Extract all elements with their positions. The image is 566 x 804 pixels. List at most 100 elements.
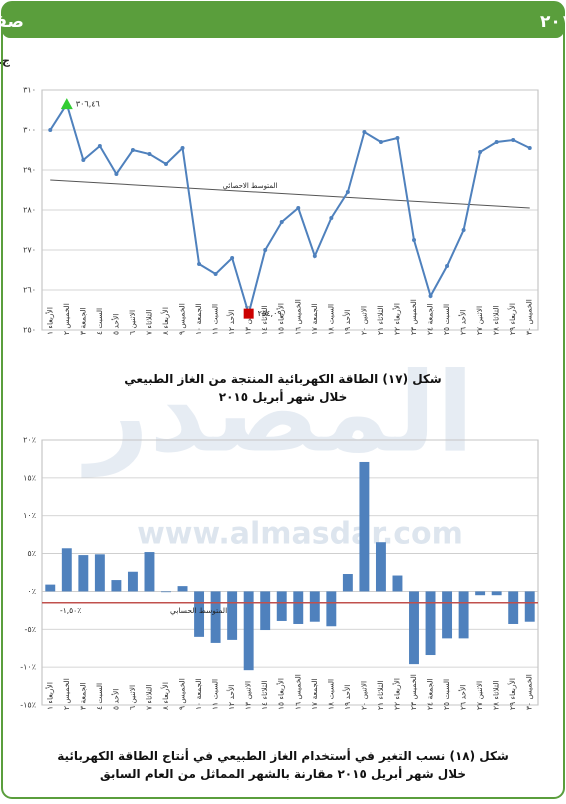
bar (127, 571, 138, 592)
y-tick-label: -٥٪ (25, 625, 36, 634)
point (213, 272, 218, 276)
x-tick-label: الأربعاء ٢٩ (507, 678, 517, 710)
bar (375, 542, 386, 592)
x-tick-label: الأحد ١٩ (342, 310, 352, 335)
point (48, 128, 53, 132)
watermark-logo: المصدر (81, 348, 474, 477)
bar (491, 591, 502, 596)
x-tick-label: الأحد ٥ (110, 314, 120, 335)
bar (260, 591, 271, 631)
x-tick-label: الخميس ٣٠ (525, 299, 534, 335)
x-tick-label: الجمعة ٣ (78, 682, 87, 710)
point (395, 136, 400, 140)
x-tick-label: الأحد ١٢ (226, 310, 236, 335)
data-line (49, 101, 531, 318)
bar (144, 552, 155, 592)
value-label: ٣٠٦,٤٦ (76, 100, 100, 109)
x-tick-label: الأربعاء ١٥ (276, 303, 286, 335)
x-tick-label: الجمعة ١٧ (310, 678, 319, 710)
trend-label: المتوسط الاحصائي (223, 182, 278, 190)
x-tick-label: الأحد ٢٦ (458, 685, 468, 710)
x-tick-label: الأحد ٢٦ (458, 310, 468, 335)
x-tick-label: الاثنين ٢٧ (475, 681, 484, 710)
bar (425, 591, 436, 656)
point (279, 220, 284, 224)
bar (177, 586, 188, 592)
x-tick-label: الخميس ٩ (178, 678, 187, 710)
x-tick-label: الاثنين ١٣ (244, 306, 253, 335)
x-tick-label: الثلاثاء ٧ (144, 310, 153, 335)
bar (309, 591, 320, 622)
y-tick-label: ١٥٪ (23, 473, 36, 482)
bar (243, 591, 254, 671)
x-tick-label: الاثنين ٦ (128, 310, 137, 335)
bar (458, 591, 469, 639)
max-marker (60, 98, 73, 110)
y-tick-label: ١٠٪ (23, 511, 36, 520)
point (312, 254, 317, 258)
x-tick-label: الثلاثاء ١٤ (260, 681, 269, 710)
bar (442, 591, 453, 639)
x-tick-label: الأربعاء ٨ (160, 307, 170, 335)
bar (524, 591, 535, 622)
x-tick-label: السبت ١٨ (326, 679, 335, 710)
point (511, 138, 516, 142)
point (230, 256, 235, 260)
x-tick-label: السبت ١١ (211, 304, 220, 335)
x-tick-label: الخميس ٢ (62, 678, 71, 710)
x-tick-label: الثلاثاء ٢١ (376, 681, 385, 710)
y-tick-label: ٣٠٠ (23, 126, 36, 135)
x-tick-label: الجمعة ٣ (78, 307, 87, 335)
page-number: صفحة ١١ (0, 12, 24, 32)
point (97, 144, 102, 148)
y-tick-label: ٥٪ (27, 549, 36, 558)
bar (392, 575, 403, 592)
min-marker (243, 308, 254, 319)
x-tick-label: الأربعاء ١ (44, 307, 54, 335)
x-tick-label: الخميس ١٦ (293, 299, 302, 335)
average-value-label: -١,٥٠٪ (60, 606, 81, 615)
x-tick-label: الجمعة ١٠ (194, 678, 203, 710)
y-tick-label: ٢٦٠ (23, 286, 36, 295)
trend-line (50, 179, 530, 209)
bar (359, 461, 370, 592)
chart-subtitle: خلال شهر أبريل ٢٠١٥ مقارنة بالشهر المماث… (100, 766, 466, 782)
x-tick-label: الاثنين ٦ (128, 685, 137, 710)
x-tick-label: السبت ٤ (95, 308, 104, 335)
value-label: ٢٥٤,٠٩ (258, 309, 282, 318)
point (412, 238, 416, 242)
y-tick-label: ٢٨٠ (23, 206, 36, 215)
chart-title: شكل (١٧) الطاقة الكهربائية المنتجة من ال… (124, 372, 441, 386)
bar (194, 591, 205, 637)
point (345, 190, 350, 194)
x-tick-label: الجمعة ٢٤ (426, 678, 435, 710)
x-tick-label: السبت ٢٥ (442, 679, 451, 710)
bar (475, 591, 486, 596)
bar (293, 591, 304, 624)
point (362, 130, 367, 134)
y-tick-label: ٢٥٠ (23, 326, 36, 335)
x-tick-label: السبت ٤ (95, 683, 104, 710)
x-tick-label: الاثنين ٢٠ (359, 306, 368, 335)
x-tick-label: الأحد ١٩ (342, 685, 352, 710)
x-tick-label: الجمعة ١٠ (194, 303, 203, 335)
x-tick-label: السبت ٢٥ (442, 304, 451, 335)
bar (78, 555, 89, 592)
x-tick-label: الخميس ٢ (62, 303, 71, 335)
x-tick-label: الأربعاء ١٥ (276, 678, 286, 710)
point (494, 140, 499, 144)
y-tick-label: ٠٪ (27, 587, 36, 596)
x-tick-label: الجمعة ٢٤ (426, 303, 435, 335)
y-tick-label: ٢٩٠ (23, 166, 36, 175)
x-tick-label: الخميس ٣٠ (525, 674, 534, 710)
x-tick-label: الاثنين ١٣ (244, 681, 253, 710)
y-tick-label: -١٠٪ (20, 663, 36, 672)
point (527, 146, 532, 150)
x-tick-label: السبت ١٨ (326, 304, 335, 335)
point (114, 172, 119, 176)
x-tick-label: الأربعاء ٢٩ (507, 303, 517, 335)
point (81, 158, 86, 162)
x-tick-label: الثلاثاء ١٤ (260, 306, 269, 335)
y-tick-label: -١٥٪ (20, 701, 36, 710)
